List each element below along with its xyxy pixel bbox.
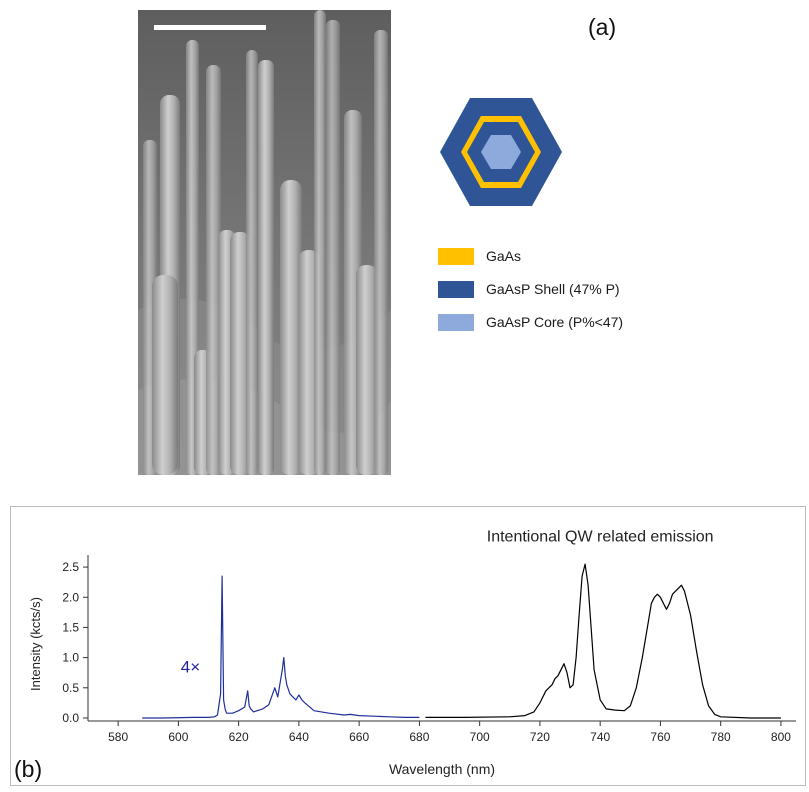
y-tick-label: 2.0 — [62, 590, 79, 604]
nanowires — [143, 10, 388, 475]
sem-image — [138, 10, 391, 475]
legend-swatch-gaas — [438, 247, 474, 265]
scale-bar — [154, 25, 266, 30]
y-tick-label: 0.0 — [62, 711, 79, 725]
y-tick-label: 2.5 — [62, 560, 79, 574]
annotation-1: 4× — [181, 658, 200, 677]
x-tick-label: 600 — [168, 730, 188, 744]
legend-item-gaas: GaAs — [438, 246, 623, 266]
y-axis-label: Intensity (kcts/s) — [28, 597, 43, 691]
legend-swatch-shell — [438, 280, 474, 298]
x-tick-label: 700 — [470, 730, 490, 744]
y-tick-label: 0.5 — [62, 681, 79, 695]
x-axis-label: Wavelength (nm) — [389, 761, 495, 777]
x-tick-label: 800 — [771, 730, 791, 744]
x-tick-label: 640 — [289, 730, 309, 744]
legend-item-core: GaAsP Core (P%<47) — [438, 312, 623, 332]
x-tick-label: 720 — [530, 730, 550, 744]
x-tick-label: 760 — [650, 730, 670, 744]
x-tick-label: 780 — [711, 730, 731, 744]
legend-swatch-core — [438, 313, 474, 331]
chart-frame — [10, 506, 806, 786]
sem-micrograph — [138, 10, 391, 475]
legend: GaAs GaAsP Shell (47% P) GaAsP Core (P%<… — [438, 246, 623, 345]
panel-label-a: (a) — [588, 14, 617, 40]
x-tick-label: 580 — [108, 730, 128, 744]
series-line-1 — [425, 563, 781, 719]
legend-item-shell: GaAsP Shell (47% P) — [438, 279, 623, 299]
hex-core — [481, 135, 521, 169]
x-tick-label: 740 — [590, 730, 610, 744]
x-tick-label: 680 — [409, 730, 429, 744]
legend-label: GaAsP Shell (47% P) — [486, 281, 620, 297]
cross-section-schematic — [438, 96, 564, 213]
x-tick-label: 620 — [229, 730, 249, 744]
annotation-0: Intentional QW related emission — [487, 529, 714, 546]
series-line-0 — [142, 575, 420, 719]
panel-label-b: (b) — [14, 756, 43, 782]
legend-label: GaAs — [486, 248, 522, 264]
y-tick-label: 1.0 — [62, 651, 79, 665]
y-tick-label: 1.5 — [62, 620, 79, 634]
legend-label: GaAsP Core (P%<47) — [486, 314, 624, 330]
x-tick-label: 660 — [349, 730, 369, 744]
